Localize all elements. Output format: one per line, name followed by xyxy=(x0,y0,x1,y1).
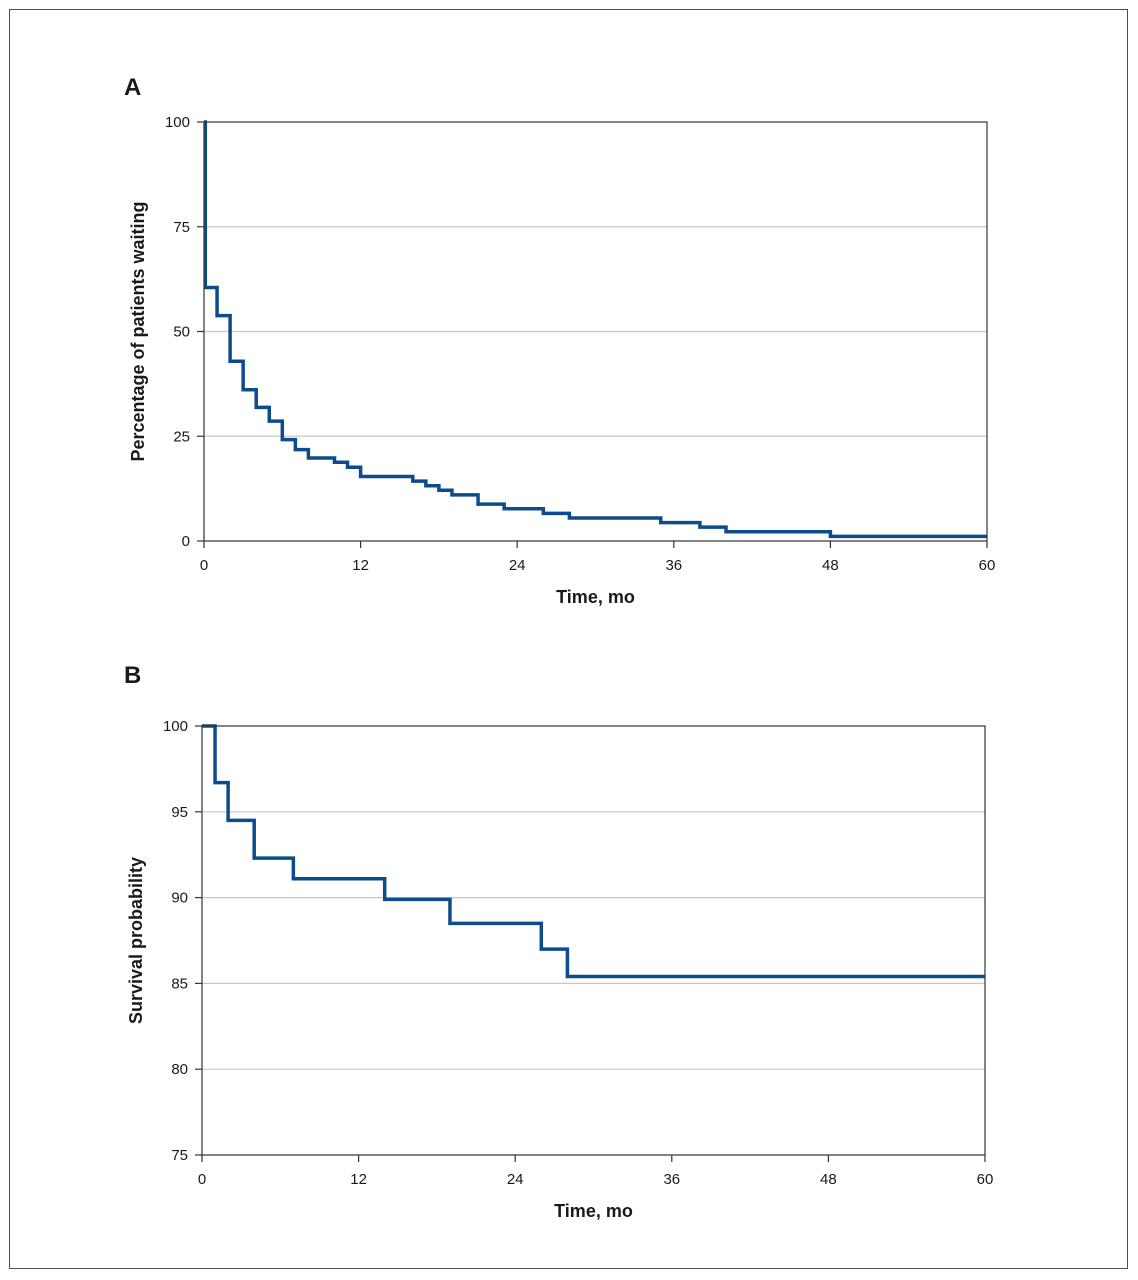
x-tick-label: 12 xyxy=(352,557,369,574)
y-tick-label: 0 xyxy=(182,533,190,550)
x-tick-label: 60 xyxy=(979,557,996,574)
x-tick-label: 24 xyxy=(509,557,526,574)
y-tick-label: 75 xyxy=(171,1147,188,1164)
x-tick-label: 24 xyxy=(507,1171,524,1188)
y-tick-label: 25 xyxy=(173,428,190,445)
panel-b-y-axis-title: Survival probability xyxy=(126,857,146,1024)
survival-step-line xyxy=(203,120,987,539)
x-tick-label: 0 xyxy=(198,1171,206,1188)
y-tick-label: 100 xyxy=(163,718,188,735)
figure-frame xyxy=(9,9,1128,1269)
x-tick-label: 0 xyxy=(200,557,208,574)
survival-step-line xyxy=(202,724,985,979)
panel-a-x-axis-title: Time, mo xyxy=(556,587,635,607)
y-tick-label: 80 xyxy=(171,1061,188,1078)
panel-b-chart: B 0 12 24 36 48 60 75 80 85 90 95 100 Time, mo Surv… xyxy=(124,662,993,1221)
panel-b-gridlines xyxy=(202,811,985,1070)
panel-b-series xyxy=(202,724,985,979)
y-tick-label: 50 xyxy=(173,324,190,341)
panel-a-y-axis-title: Percentage of patients waiting xyxy=(128,201,148,461)
y-tick-label: 85 xyxy=(171,975,188,992)
y-tick-label: 90 xyxy=(171,890,188,907)
x-tick-label: 48 xyxy=(820,1171,837,1188)
y-tick-label: 75 xyxy=(173,219,190,236)
panel-b-ticks: 0 12 24 36 48 60 75 80 85 90 95 100 xyxy=(163,718,993,1188)
panel-a-letter: A xyxy=(124,74,141,101)
x-tick-label: 12 xyxy=(350,1171,367,1188)
y-tick-label: 95 xyxy=(171,804,188,821)
x-tick-label: 48 xyxy=(822,557,839,574)
panel-a-chart: A 0 12 24 36 48 60 0 25 50 75 100 Time, mo Percent… xyxy=(124,74,995,607)
y-tick-label: 100 xyxy=(165,114,190,131)
x-tick-label: 60 xyxy=(977,1171,994,1188)
x-tick-label: 36 xyxy=(663,1171,680,1188)
x-tick-label: 36 xyxy=(665,557,682,574)
panel-b-x-axis-title: Time, mo xyxy=(554,1201,633,1221)
panel-a-ticks: 0 12 24 36 48 60 0 25 50 75 100 xyxy=(165,114,995,574)
panel-a-gridlines xyxy=(204,226,987,437)
panel-b-letter: B xyxy=(124,662,141,689)
panel-a-series xyxy=(203,120,987,539)
panel-b-plot-area xyxy=(201,725,986,1156)
